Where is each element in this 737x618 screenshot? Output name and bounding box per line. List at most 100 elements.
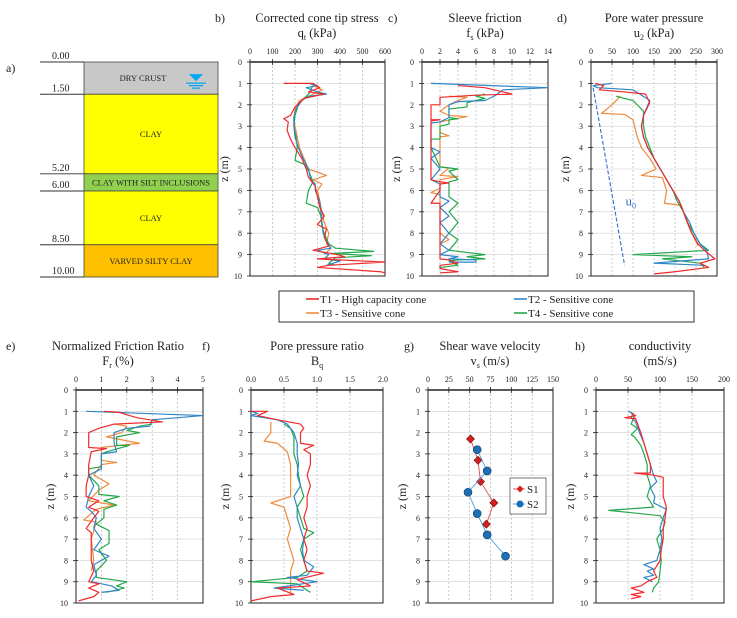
data-layer bbox=[463, 434, 510, 561]
y-tick-label: 1 bbox=[416, 407, 420, 416]
y-tick-label: 9 bbox=[579, 251, 583, 260]
y-tick-label: 8 bbox=[584, 556, 588, 565]
soil-layer-label: VARVED SILTY CLAY bbox=[109, 256, 192, 266]
x-tick-label: 25 bbox=[445, 375, 453, 384]
y-tick-label: 2 bbox=[64, 429, 68, 438]
x-tick-label: 150 bbox=[686, 375, 698, 384]
depth-label: 10.00 bbox=[52, 266, 75, 277]
y-tick-label: 10 bbox=[235, 599, 243, 608]
y-tick-label: 4 bbox=[416, 471, 420, 480]
chart-title: Shear wave velocity bbox=[439, 339, 541, 353]
chart-title: conductivity bbox=[629, 339, 692, 353]
series-line-T3 bbox=[293, 84, 332, 256]
y-tick-label: 5 bbox=[64, 493, 68, 502]
y-tick-label: 7 bbox=[64, 535, 68, 544]
x-axis-label: Fr (%) bbox=[102, 354, 134, 370]
chart-title: Normalized Friction Ratio bbox=[52, 339, 184, 353]
series-line-T2 bbox=[85, 410, 203, 593]
x-tick-label: 1 bbox=[99, 375, 103, 384]
y-tick-label: 2 bbox=[410, 101, 414, 110]
series-line-T4 bbox=[616, 95, 710, 268]
y-tick-label: 5 bbox=[416, 493, 420, 502]
y-tick-label: 4 bbox=[64, 471, 68, 480]
y-tick-label: 7 bbox=[416, 535, 420, 544]
panel-label: f) bbox=[202, 339, 210, 353]
series-line-T3 bbox=[83, 423, 141, 572]
y-tick-label: 6 bbox=[584, 514, 588, 523]
legend: T1 - High capacity cone T2 - Sensitive co… bbox=[278, 290, 695, 323]
chart-title: Sleeve friction bbox=[448, 11, 522, 25]
y-axis-label: z (m) bbox=[218, 484, 232, 510]
y-tick-label: 10 bbox=[580, 599, 588, 608]
annotation-u0: u0 bbox=[625, 193, 636, 210]
data-point-S1 bbox=[473, 455, 483, 465]
y-tick-label: 0 bbox=[579, 58, 583, 67]
y-axis-label: z (m) bbox=[563, 484, 577, 510]
soil-layer-label: DRY CRUST bbox=[120, 73, 167, 83]
y-tick-label: 5 bbox=[410, 165, 414, 174]
x-tick-label: 0.0 bbox=[246, 375, 256, 384]
x-tick-label: 50 bbox=[608, 47, 616, 56]
x-tick-label: 300 bbox=[711, 47, 723, 56]
y-tick-label: 6 bbox=[239, 514, 243, 523]
soil-layer: CLAY bbox=[83, 93, 219, 175]
y-tick-label: 3 bbox=[416, 450, 420, 459]
depth-label: 6.00 bbox=[52, 180, 70, 191]
series-line-T2 bbox=[592, 82, 710, 266]
x-tick-label: 200 bbox=[669, 47, 681, 56]
y-tick-label: 7 bbox=[238, 208, 242, 217]
y-tick-label: 9 bbox=[239, 578, 243, 587]
series-line-T2 bbox=[430, 82, 548, 263]
y-tick-label: 4 bbox=[410, 144, 414, 153]
y-tick-label: 0 bbox=[416, 386, 420, 395]
series-line-S2 bbox=[467, 449, 506, 557]
soil-layer-fill bbox=[83, 244, 219, 278]
y-tick-label: 5 bbox=[584, 493, 588, 502]
y-tick-label: 8 bbox=[239, 556, 243, 565]
x-tick-label: 250 bbox=[690, 47, 702, 56]
y-tick-label: 4 bbox=[238, 144, 242, 153]
y-tick-label: 3 bbox=[584, 450, 588, 459]
x-tick-label: 1.0 bbox=[312, 375, 322, 384]
panel-label: c) bbox=[388, 11, 397, 25]
y-tick-label: 4 bbox=[579, 144, 583, 153]
y-tick-label: 6 bbox=[416, 514, 420, 523]
x-tick-label: 3 bbox=[150, 375, 154, 384]
y-tick-label: 10 bbox=[406, 272, 414, 281]
chart-title: Corrected cone tip stress bbox=[255, 11, 378, 25]
series-line-T1 bbox=[430, 84, 513, 274]
y-tick-label: 2 bbox=[239, 429, 243, 438]
y-tick-label: 0 bbox=[238, 58, 242, 67]
x-tick-label: 500 bbox=[357, 47, 369, 56]
x-axis-label: (mS/s) bbox=[643, 354, 676, 368]
y-axis-label: z (m) bbox=[558, 156, 572, 182]
legend-label: T4 - Sensitive cone bbox=[528, 308, 613, 320]
x-tick-label: 100 bbox=[654, 375, 666, 384]
data-point-S2 bbox=[472, 445, 482, 454]
soil-layer: VARVED SILTY CLAY bbox=[83, 244, 219, 278]
series-line-T1 bbox=[78, 410, 163, 602]
y-tick-label: 9 bbox=[64, 578, 68, 587]
legend-box bbox=[278, 290, 695, 323]
y-tick-label: 0 bbox=[410, 58, 414, 67]
series-line-T4 bbox=[88, 423, 153, 593]
data-layer bbox=[592, 82, 716, 275]
data-point-S1 bbox=[466, 434, 475, 444]
x-axis-label: qt (kPa) bbox=[298, 26, 337, 42]
series-line-T1 bbox=[595, 82, 716, 275]
vs-legend-marker bbox=[516, 485, 524, 493]
chart-title: Pore water pressure bbox=[605, 11, 704, 25]
series-line-T1 bbox=[251, 410, 325, 602]
y-tick-label: 9 bbox=[238, 251, 242, 260]
legend-label: T1 - High capacity cone bbox=[320, 294, 426, 306]
x-tick-label: 300 bbox=[312, 47, 324, 56]
panel-label: g) bbox=[404, 339, 414, 353]
x-axis-label: fs (kPa) bbox=[466, 26, 504, 42]
x-tick-label: 2 bbox=[125, 375, 129, 384]
y-tick-label: 2 bbox=[584, 429, 588, 438]
data-point-S2 bbox=[472, 509, 482, 518]
x-axis-label: Bq bbox=[311, 354, 323, 370]
